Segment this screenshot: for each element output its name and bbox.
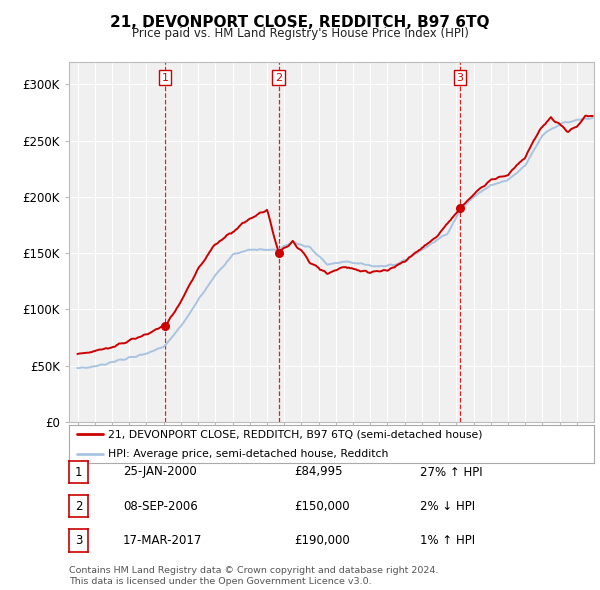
Text: £190,000: £190,000 [294, 534, 350, 547]
Text: 21, DEVONPORT CLOSE, REDDITCH, B97 6TQ (semi-detached house): 21, DEVONPORT CLOSE, REDDITCH, B97 6TQ (… [109, 430, 483, 440]
Text: 27% ↑ HPI: 27% ↑ HPI [420, 466, 482, 478]
Text: Contains HM Land Registry data © Crown copyright and database right 2024.: Contains HM Land Registry data © Crown c… [69, 566, 439, 575]
Text: 2: 2 [75, 500, 82, 513]
Text: 21, DEVONPORT CLOSE, REDDITCH, B97 6TQ: 21, DEVONPORT CLOSE, REDDITCH, B97 6TQ [110, 15, 490, 30]
Text: 2: 2 [275, 73, 283, 83]
Text: 1: 1 [161, 73, 169, 83]
Text: This data is licensed under the Open Government Licence v3.0.: This data is licensed under the Open Gov… [69, 577, 371, 586]
Text: 08-SEP-2006: 08-SEP-2006 [123, 500, 198, 513]
Text: Price paid vs. HM Land Registry's House Price Index (HPI): Price paid vs. HM Land Registry's House … [131, 27, 469, 40]
Text: 1: 1 [75, 466, 82, 478]
Text: 17-MAR-2017: 17-MAR-2017 [123, 534, 202, 547]
Text: £150,000: £150,000 [294, 500, 350, 513]
Text: 25-JAN-2000: 25-JAN-2000 [123, 466, 197, 478]
Text: 1% ↑ HPI: 1% ↑ HPI [420, 534, 475, 547]
Text: 3: 3 [457, 73, 463, 83]
Text: £84,995: £84,995 [294, 466, 343, 478]
Text: 2% ↓ HPI: 2% ↓ HPI [420, 500, 475, 513]
Text: 3: 3 [75, 534, 82, 547]
Text: HPI: Average price, semi-detached house, Redditch: HPI: Average price, semi-detached house,… [109, 448, 389, 458]
